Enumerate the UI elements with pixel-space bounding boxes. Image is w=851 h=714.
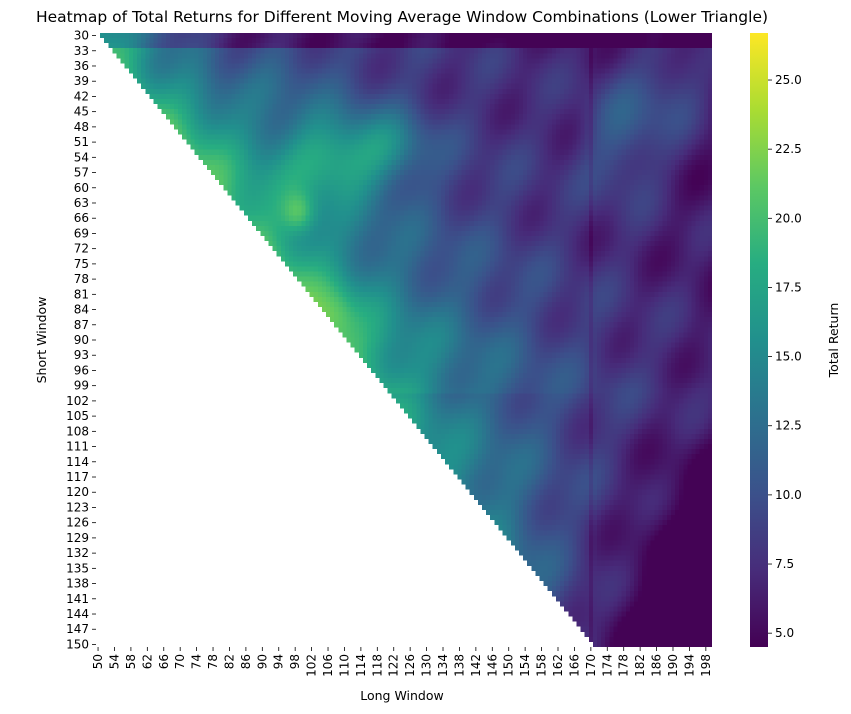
y-axis-label: Short Window (34, 297, 49, 384)
y-tick-label: 81 (74, 287, 89, 301)
x-tick-label: 194 (682, 654, 696, 677)
colorbar-tick-label: 25.0 (775, 73, 802, 87)
x-tick-label: 114 (354, 654, 368, 677)
y-tick-label: 57 (74, 166, 89, 180)
y-tick-label: 123 (66, 500, 89, 514)
y-tick-label: 51 (74, 135, 89, 149)
y-tick-label: 69 (74, 226, 89, 240)
y-tick-label: 126 (66, 516, 89, 530)
y-tick-label: 72 (74, 242, 89, 256)
x-tick-label: 98 (288, 654, 302, 669)
y-tick-label: 30 (74, 29, 89, 43)
x-tick-label: 158 (535, 654, 549, 677)
y-tick-label: 150 (66, 637, 89, 651)
colorbar-tick-label: 10.0 (775, 488, 802, 502)
x-tick-label: 146 (485, 654, 499, 677)
x-tick-label: 198 (699, 654, 713, 677)
y-tick-label: 33 (74, 44, 89, 58)
x-tick-label: 50 (91, 654, 105, 669)
colorbar-tick-label: 7.5 (775, 557, 794, 571)
x-tick-label: 150 (502, 654, 516, 677)
y-tick-label: 90 (74, 333, 89, 347)
y-tick-label: 117 (66, 470, 89, 484)
chart-title: Heatmap of Total Returns for Different M… (36, 8, 768, 26)
colorbar-tick-label: 17.5 (775, 280, 802, 294)
y-tick-label: 63 (74, 196, 89, 210)
y-tick-label: 120 (66, 485, 89, 499)
x-tick-label: 62 (140, 654, 154, 669)
y-tick-label: 78 (74, 272, 89, 286)
x-tick-label: 182 (633, 654, 647, 677)
y-tick-label: 135 (66, 561, 89, 575)
y-tick-label: 141 (66, 592, 89, 606)
y-tick-label: 36 (74, 59, 89, 73)
colorbar (750, 33, 768, 647)
x-tick-label: 142 (469, 654, 483, 677)
x-tick-label: 190 (666, 654, 680, 677)
y-tick-label: 84 (74, 303, 89, 317)
x-tick-label: 138 (452, 654, 466, 677)
x-tick-label: 94 (272, 654, 286, 669)
x-tick-label: 166 (567, 654, 581, 677)
colorbar-tick-label: 15.0 (775, 350, 802, 364)
y-tick-label: 39 (74, 74, 89, 88)
x-tick-label: 170 (584, 654, 598, 677)
x-tick-label: 118 (370, 654, 384, 677)
x-tick-label: 126 (403, 654, 417, 677)
x-tick-label: 66 (157, 654, 171, 669)
y-tick-label: 138 (66, 577, 89, 591)
y-tick-label: 105 (66, 409, 89, 423)
y-tick-label: 99 (74, 379, 89, 393)
x-tick-label: 130 (420, 654, 434, 677)
x-tick-label: 110 (337, 654, 351, 677)
x-axis-ticks: 50 54 58 62 66 70 74 78 82 86 90 94 98 102 106 110 114 11… (91, 647, 713, 677)
y-tick-label: 66 (74, 211, 89, 225)
heatmap-cells (96, 33, 712, 647)
y-tick-label: 147 (66, 622, 89, 636)
y-tick-label: 48 (74, 120, 89, 134)
x-tick-label: 78 (206, 654, 220, 669)
y-tick-label: 87 (74, 318, 89, 332)
y-tick-label: 108 (66, 424, 89, 438)
y-tick-label: 60 (74, 181, 89, 195)
x-tick-label: 70 (173, 654, 187, 669)
x-axis-label: Long Window (360, 688, 444, 703)
y-tick-label: 102 (66, 394, 89, 408)
y-tick-label: 42 (74, 89, 89, 103)
x-tick-label: 134 (436, 654, 450, 677)
y-tick-label: 45 (74, 105, 89, 119)
y-tick-label: 129 (66, 531, 89, 545)
x-tick-label: 82 (222, 654, 236, 669)
y-tick-label: 114 (66, 455, 89, 469)
y-tick-label: 132 (66, 546, 89, 560)
y-tick-label: 54 (74, 150, 89, 164)
x-tick-label: 74 (190, 654, 204, 669)
y-tick-label: 96 (74, 363, 89, 377)
x-tick-label: 102 (305, 654, 319, 677)
colorbar-tick-label: 5.0 (775, 626, 794, 640)
x-tick-label: 174 (600, 654, 614, 677)
colorbar-ticks: 5.0 7.5 10.0 12.5 15.0 17.5 20.0 22.5 25.0 (768, 73, 802, 640)
heatmap-area (96, 33, 712, 647)
x-tick-label: 106 (321, 654, 335, 677)
colorbar-label: Total Return (826, 303, 841, 379)
x-tick-label: 58 (124, 654, 138, 669)
y-tick-label: 111 (66, 440, 89, 454)
y-tick-label: 75 (74, 257, 89, 271)
x-tick-label: 86 (239, 654, 253, 669)
colorbar-tick-label: 20.0 (775, 211, 802, 225)
colorbar-tick-label: 22.5 (775, 142, 802, 156)
colorbar-tick-label: 12.5 (775, 419, 802, 433)
x-tick-label: 90 (255, 654, 269, 669)
x-tick-label: 178 (617, 654, 631, 677)
y-tick-label: 93 (74, 348, 89, 362)
y-tick-label: 144 (66, 607, 89, 621)
x-tick-label: 122 (387, 654, 401, 677)
x-tick-label: 54 (107, 654, 121, 669)
x-tick-label: 186 (650, 654, 664, 677)
x-tick-label: 162 (551, 654, 565, 677)
x-tick-label: 154 (518, 654, 532, 677)
